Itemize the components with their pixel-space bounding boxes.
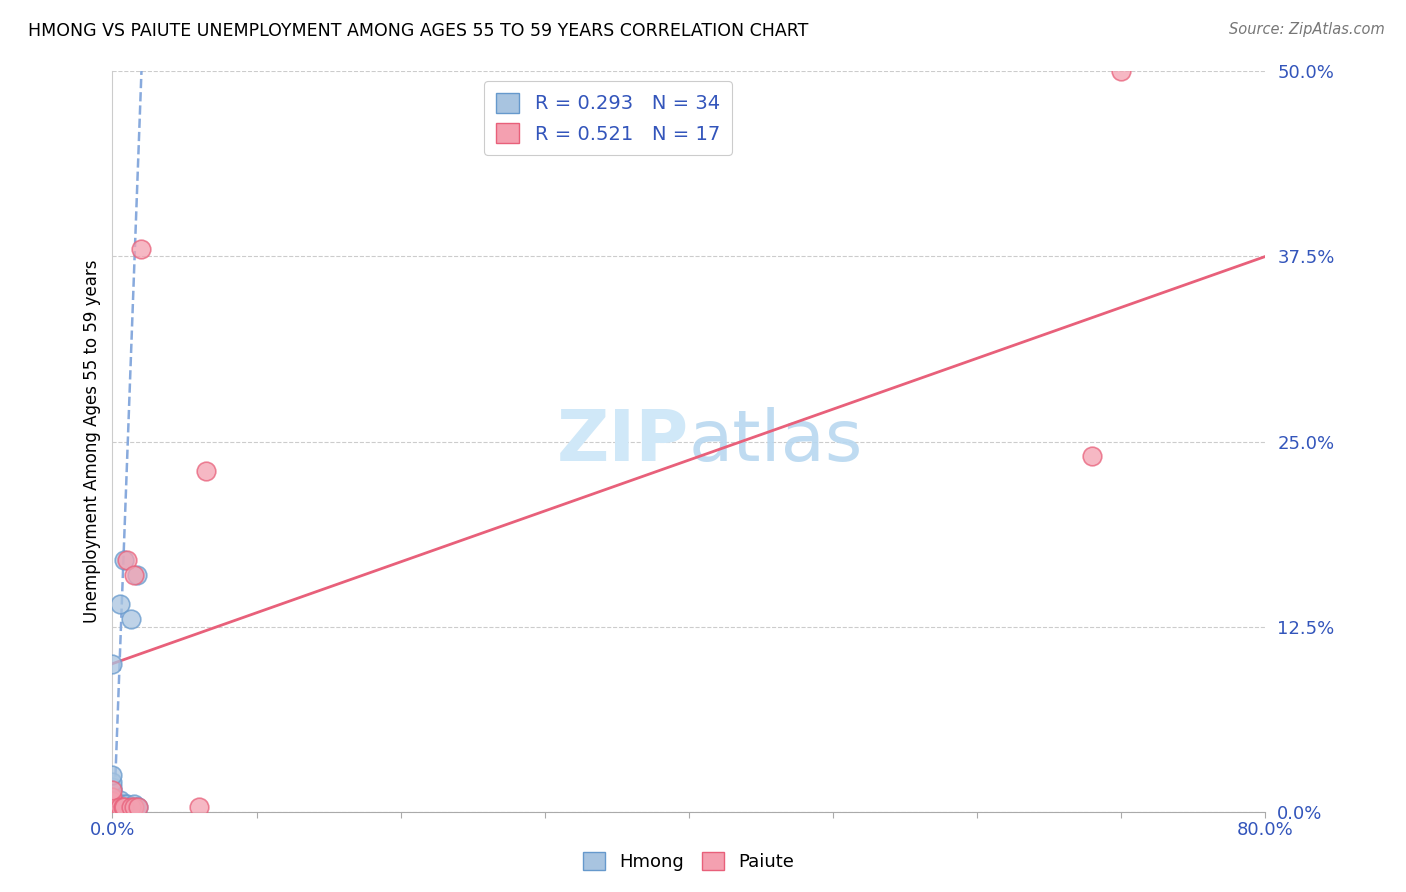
Point [101,800,124,814]
Point [101,805,124,819]
Point [115,553,138,567]
Point [122,567,145,582]
Legend: R = 0.293   N = 34, R = 0.521   N = 17: R = 0.293 N = 34, R = 0.521 N = 17 [485,81,733,155]
Point [101,805,124,819]
Point [108,793,131,807]
Point [112,800,135,814]
Point [112,800,135,814]
Point [101,767,124,781]
Text: Source: ZipAtlas.com: Source: ZipAtlas.com [1229,22,1385,37]
Point [101,805,124,819]
Point [101,805,124,819]
Point [111,800,134,814]
Y-axis label: Unemployment Among Ages 55 to 59 years: Unemployment Among Ages 55 to 59 years [83,260,101,624]
Point [118,800,141,814]
Point [124,800,146,814]
Point [101,789,124,804]
Point [127,800,149,814]
Point [1081,450,1104,464]
Point [101,805,124,819]
Point [101,805,124,819]
Point [101,794,124,808]
Point [101,775,124,789]
Point [122,797,145,812]
Legend: Hmong, Paiute: Hmong, Paiute [576,845,801,879]
Point [108,598,131,612]
Point [120,800,142,814]
Point [101,657,124,671]
Text: HMONG VS PAIUTE UNEMPLOYMENT AMONG AGES 55 TO 59 YEARS CORRELATION CHART: HMONG VS PAIUTE UNEMPLOYMENT AMONG AGES … [28,22,808,40]
Point [125,567,148,582]
Text: atlas: atlas [689,407,863,476]
Point [120,800,142,814]
Point [112,797,135,812]
Point [122,800,145,814]
Point [108,805,131,819]
Point [195,464,218,478]
Point [1111,64,1133,78]
Text: ZIP: ZIP [557,407,689,476]
Point [101,793,124,807]
Point [108,797,131,812]
Point [101,787,124,801]
Point [101,794,124,808]
Point [101,805,124,819]
Point [101,782,124,797]
Point [101,789,124,804]
Point [188,800,211,814]
Point [120,612,142,626]
Point [101,797,124,812]
Point [108,800,131,814]
Point [101,800,124,814]
Point [108,800,131,814]
Point [115,797,138,812]
Point [101,780,124,794]
Point [112,553,135,567]
Point [127,800,149,814]
Point [101,782,124,797]
Point [129,242,153,256]
